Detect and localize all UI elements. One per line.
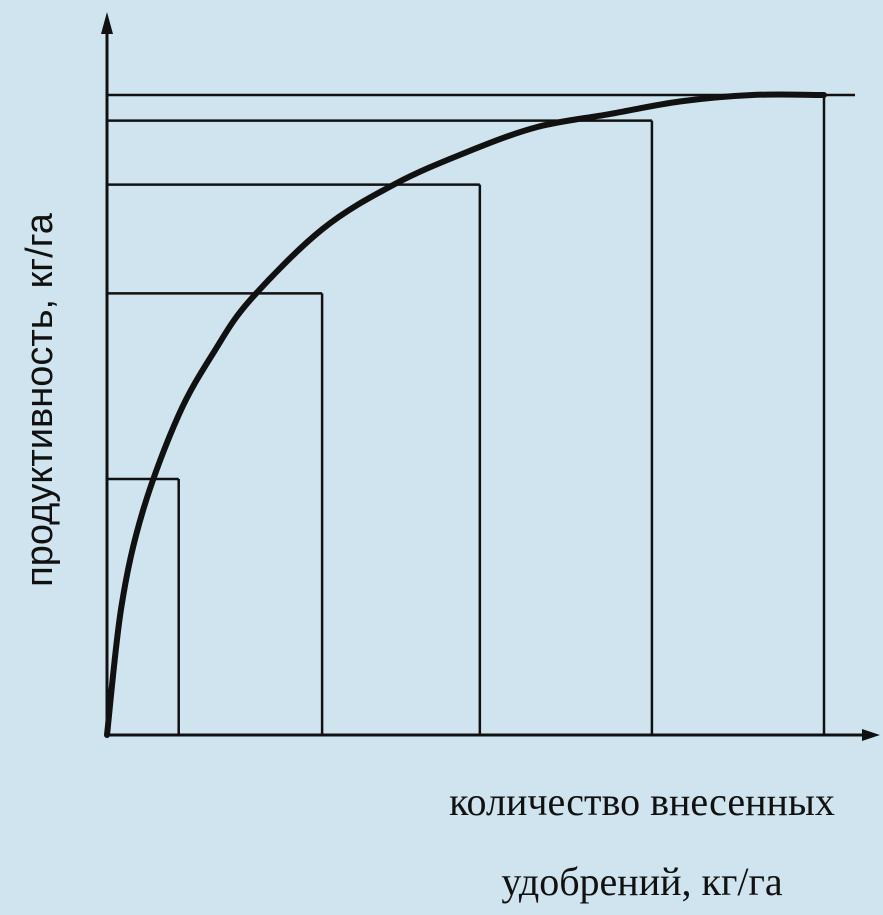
axes [101,12,880,741]
reference-lines [107,93,855,735]
y-axis-arrow [101,12,113,34]
x-axis-title-line2: удобрений, кг/га [501,859,783,904]
productivity-curve [104,91,827,738]
y-axis-title: продуктивность, кг/га [19,212,61,587]
x-axis-arrow [862,729,880,741]
x-axis-title-line1: количество внесенных [449,779,835,824]
